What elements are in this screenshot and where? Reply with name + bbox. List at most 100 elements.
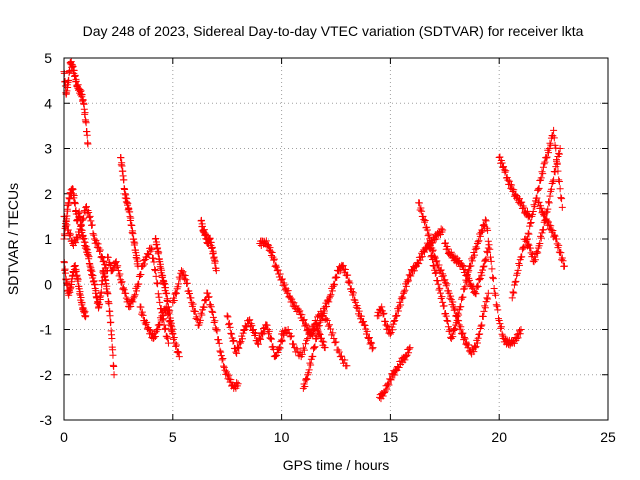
data-point [267, 251, 275, 259]
data-point [116, 270, 124, 278]
data-point [97, 253, 105, 261]
data-point [141, 319, 149, 327]
data-point [460, 334, 468, 342]
data-point [80, 214, 88, 222]
data-point [545, 149, 553, 157]
data-point [510, 289, 518, 297]
data-point [174, 348, 182, 356]
data-point [556, 185, 564, 193]
data-point [270, 255, 278, 263]
data-point [518, 198, 526, 206]
data-point [249, 326, 257, 333]
data-point [274, 349, 282, 357]
data-point [465, 341, 473, 349]
data-point [368, 339, 376, 347]
data-point [77, 221, 85, 229]
data-point [534, 185, 542, 193]
data-point [508, 294, 516, 302]
data-point [555, 176, 563, 184]
data-point [309, 352, 317, 360]
data-point [172, 341, 180, 349]
data-point [300, 316, 308, 324]
data-point [151, 267, 159, 275]
data-point [481, 302, 489, 310]
data-point [479, 263, 487, 271]
data-point [267, 247, 275, 255]
data-point [459, 261, 467, 269]
data-point [476, 330, 484, 338]
data-point [164, 334, 172, 342]
data-point [130, 292, 138, 300]
data-point [189, 300, 197, 308]
data-point [416, 256, 424, 264]
data-point [325, 298, 333, 306]
data-point [455, 306, 463, 314]
data-point [367, 338, 375, 346]
data-point [120, 286, 128, 294]
data-point [346, 279, 354, 287]
data-point [300, 346, 308, 354]
data-point [110, 363, 118, 371]
data-point [223, 312, 231, 320]
data-point [480, 221, 488, 229]
chart-title: Day 248 of 2023, Sidereal Day-to-day VTE… [83, 23, 584, 39]
data-point [251, 330, 259, 338]
data-point [175, 353, 183, 361]
data-point [464, 268, 472, 276]
data-point [117, 154, 125, 162]
data-point [341, 265, 349, 273]
data-point [473, 339, 481, 347]
data-point [547, 185, 555, 193]
data-point [550, 231, 558, 239]
data-point [172, 342, 180, 350]
data-point [234, 380, 242, 388]
data-point [514, 266, 522, 274]
data-point [401, 356, 409, 364]
data-point [533, 248, 541, 256]
data-point [445, 289, 453, 297]
series-arc-07 [136, 303, 183, 361]
data-point [516, 195, 524, 203]
data-point [496, 320, 504, 328]
data-point [553, 160, 561, 168]
data-point [437, 225, 445, 233]
data-point [207, 303, 215, 311]
data-point [163, 333, 171, 341]
data-point [75, 231, 83, 239]
data-point [131, 239, 139, 247]
data-point [175, 280, 183, 288]
data-point [110, 371, 118, 379]
y-tick-label: 3 [44, 141, 52, 157]
data-point [276, 270, 284, 278]
data-point [106, 262, 114, 270]
data-point [70, 192, 78, 200]
data-point [349, 289, 357, 297]
data-point [196, 316, 204, 324]
data-point [313, 332, 321, 340]
data-point [100, 257, 108, 265]
data-point [479, 222, 487, 230]
data-point [366, 340, 374, 348]
data-point [146, 327, 154, 335]
series-arc-11 [223, 312, 288, 361]
data-point [273, 267, 281, 275]
data-point [295, 307, 303, 315]
data-point [418, 207, 426, 215]
data-point [109, 351, 117, 359]
data-point [234, 343, 242, 351]
data-point [236, 339, 244, 347]
data-point [538, 229, 546, 237]
data-point [63, 87, 71, 95]
data-point [119, 285, 127, 293]
data-point [310, 343, 318, 351]
data-point [344, 278, 352, 286]
data-point [321, 344, 329, 352]
data-point [105, 300, 113, 308]
data-point [304, 335, 312, 343]
data-point [525, 211, 533, 219]
data-point [137, 270, 145, 278]
data-point [238, 335, 246, 343]
data-point [178, 267, 186, 275]
data-point [343, 362, 351, 370]
data-point [473, 283, 481, 291]
